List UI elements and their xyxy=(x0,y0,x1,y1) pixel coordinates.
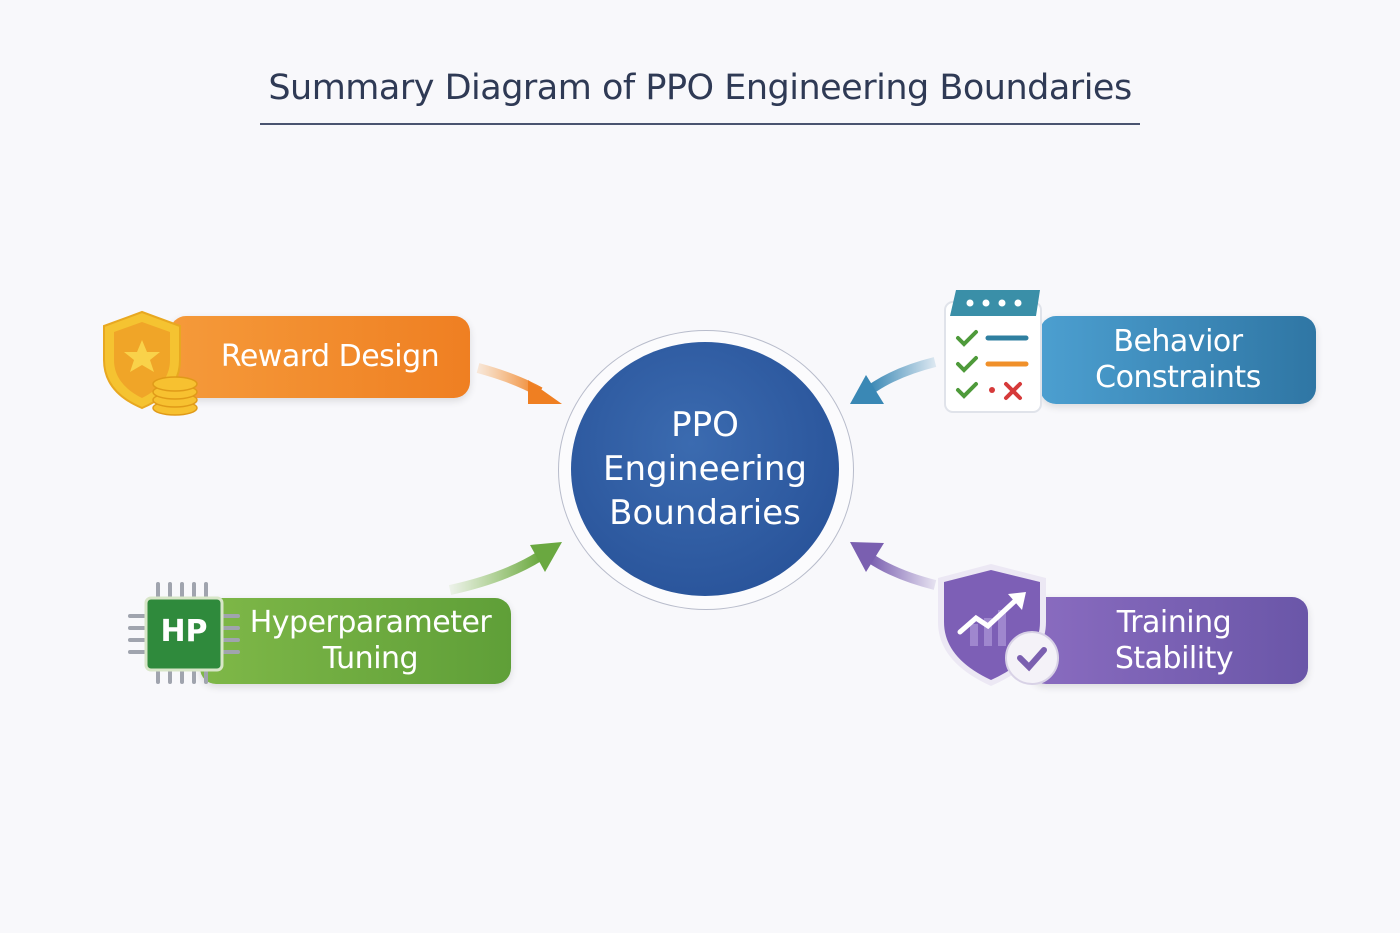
shield-chart-check-icon xyxy=(938,564,1059,686)
diagram-title: Summary Diagram of PPO Engineering Bound… xyxy=(268,68,1132,108)
arrow-hyperparameter-to-center xyxy=(448,542,562,595)
node-hyperparameter-tuning: Hyperparameter Tuning xyxy=(200,598,511,684)
chip-label: HP xyxy=(160,614,208,649)
center-line-2: Engineering xyxy=(603,449,807,489)
behavior-line-1: Behavior xyxy=(1113,324,1243,359)
node-reward-design: Reward Design xyxy=(170,316,470,398)
reward-label: Reward Design xyxy=(220,339,440,374)
title-underline xyxy=(260,123,1140,125)
center-line-3: Boundaries xyxy=(609,493,801,533)
training-line-1: Training xyxy=(1116,604,1232,640)
shield-star-coins-icon xyxy=(103,310,198,416)
checklist-icon xyxy=(944,290,1042,413)
chip-icon: HP xyxy=(126,580,242,686)
hyperparameter-line-2: Tuning xyxy=(322,641,419,676)
center-node: PPO Engineering Boundaries xyxy=(571,342,839,596)
arrow-reward-to-center xyxy=(476,363,562,404)
training-line-2: Stability xyxy=(1114,640,1234,676)
center-line-1: PPO xyxy=(671,405,739,445)
arrow-training-to-center xyxy=(850,542,937,590)
behavior-line-2: Constraints xyxy=(1095,360,1261,395)
hyperparameter-line-1: Hyperparameter xyxy=(249,605,492,640)
arrow-behavior-to-center xyxy=(850,357,937,404)
node-training-stability: Training Stability xyxy=(1030,597,1308,684)
node-behavior-constraints: Behavior Constraints xyxy=(1040,316,1316,404)
